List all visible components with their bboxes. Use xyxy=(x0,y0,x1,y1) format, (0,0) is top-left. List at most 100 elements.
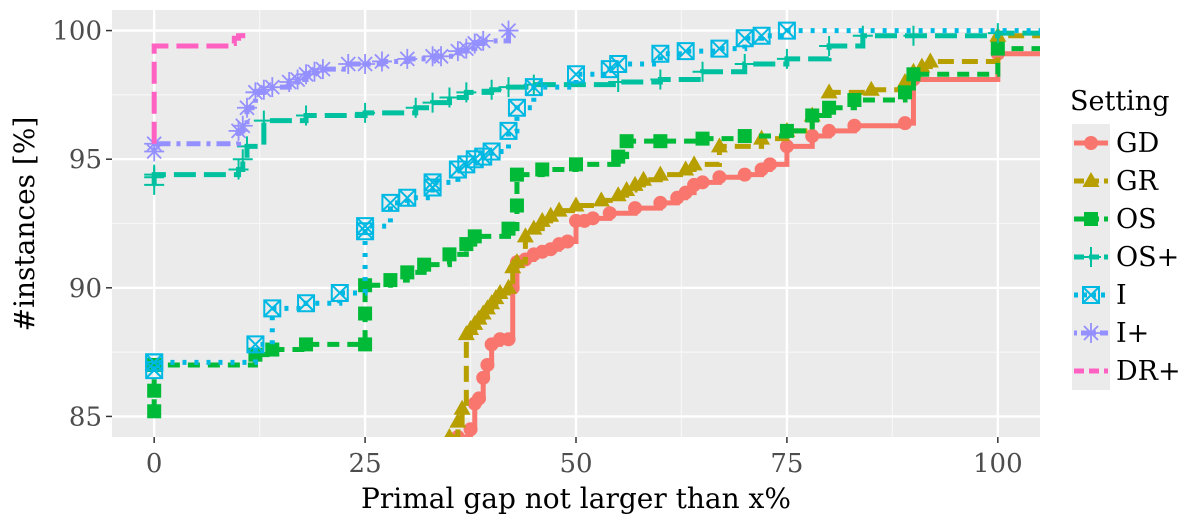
data-point-i-plus xyxy=(279,72,300,93)
data-point-i xyxy=(482,142,501,161)
data-point-os xyxy=(990,41,1005,56)
data-point-os-plus xyxy=(422,92,443,113)
data-point-os xyxy=(147,383,162,398)
data-point-gr xyxy=(533,211,551,227)
data-point-gd xyxy=(560,234,575,249)
data-point-gd xyxy=(898,116,913,131)
data-point-gr xyxy=(453,399,471,415)
x-tick-label: 25 xyxy=(349,449,382,479)
data-point-os-plus xyxy=(232,149,253,170)
data-point-os-plus xyxy=(228,159,249,180)
data-point-gd xyxy=(501,332,516,347)
data-point-gr xyxy=(508,253,526,269)
data-point-gr xyxy=(677,160,695,176)
legend-item-gd: GD xyxy=(1072,124,1159,162)
data-point-os xyxy=(779,123,794,138)
data-point-gr xyxy=(525,219,543,235)
data-point-i xyxy=(567,65,585,84)
data-point-os-plus xyxy=(776,48,797,69)
data-point-i-plus xyxy=(304,61,325,82)
data-point-i-plus xyxy=(473,30,494,51)
data-point-os xyxy=(417,257,432,272)
y-axis-ticks: 85 90 95 100 xyxy=(52,17,112,432)
data-point-os-plus xyxy=(439,87,460,108)
data-point-gd xyxy=(480,357,495,372)
y-tick-label: 100 xyxy=(52,17,102,47)
data-point-i xyxy=(735,29,754,48)
series-line-os xyxy=(151,46,1040,412)
legend: GD GR OS OS+ I I+ DR+ xyxy=(1072,124,1181,390)
data-point-os xyxy=(509,167,524,182)
data-point-gd xyxy=(779,139,794,154)
legend-key-marker xyxy=(1084,136,1098,150)
data-point-os-plus xyxy=(253,110,274,131)
data-point-i-plus xyxy=(236,97,257,118)
data-point-gr xyxy=(500,278,518,294)
legend-item-gr: GR xyxy=(1072,162,1159,200)
data-point-i-plus xyxy=(287,69,308,90)
legend-key-marker xyxy=(1081,323,1101,343)
data-point-os-plus xyxy=(481,79,502,100)
data-point-os xyxy=(442,247,457,262)
data-point-gd xyxy=(653,195,668,210)
legend-label: GD xyxy=(1116,128,1159,159)
data-point-os-plus xyxy=(692,61,713,82)
data-point-i xyxy=(263,299,282,318)
data-point-i xyxy=(145,353,164,372)
data-point-gr xyxy=(685,155,703,171)
data-point-i xyxy=(398,188,417,207)
data-point-i-plus xyxy=(456,38,477,59)
series-os-plus xyxy=(144,23,1040,195)
data-point-gr xyxy=(449,412,467,428)
data-point-i xyxy=(609,55,628,74)
legend-item-i: I xyxy=(1072,276,1127,314)
legend-key-marker xyxy=(1084,212,1098,226)
data-point-gr xyxy=(651,165,669,181)
data-point-gr xyxy=(896,73,914,89)
data-point-os xyxy=(653,134,668,149)
data-point-gr xyxy=(862,80,880,96)
x-tick-label: 0 xyxy=(146,449,163,479)
data-point-os xyxy=(358,306,373,321)
data-point-i xyxy=(330,283,349,302)
data-point-i-plus xyxy=(312,59,333,80)
data-point-gd xyxy=(602,206,617,221)
y-axis-title: #instances [%] xyxy=(8,117,41,332)
data-point-os-plus xyxy=(456,82,477,103)
series-layer xyxy=(144,20,1040,437)
data-point-i-plus xyxy=(253,79,274,100)
data-point-i xyxy=(676,42,695,61)
legend-key-marker xyxy=(1081,247,1101,267)
data-point-gr xyxy=(592,191,610,207)
data-point-i-plus xyxy=(498,20,519,41)
data-point-os-plus xyxy=(405,97,426,118)
data-point-os-plus xyxy=(903,25,924,46)
data-point-os-plus xyxy=(987,23,1008,44)
legend-label: OS xyxy=(1116,204,1157,235)
data-point-os xyxy=(358,278,373,293)
x-tick-label: 50 xyxy=(559,449,592,479)
data-point-i xyxy=(423,173,442,192)
data-point-gd xyxy=(763,157,778,172)
data-point-i xyxy=(710,39,729,58)
data-point-os-plus xyxy=(650,69,671,90)
data-point-i xyxy=(499,121,518,140)
legend-label: I xyxy=(1116,280,1127,311)
legend-item-os-plus: OS+ xyxy=(1072,238,1179,276)
data-point-os xyxy=(805,108,820,123)
data-point-gr xyxy=(542,206,560,222)
data-point-os xyxy=(906,67,921,82)
data-point-os xyxy=(535,162,550,177)
series-i-plus xyxy=(144,20,519,162)
data-point-os-plus xyxy=(144,164,165,185)
data-point-i-plus xyxy=(431,46,452,67)
legend-item-dr-plus: DR+ xyxy=(1072,352,1181,390)
data-point-i xyxy=(752,26,771,45)
data-point-i xyxy=(356,217,375,236)
data-point-gr xyxy=(921,52,939,68)
data-point-i xyxy=(777,21,796,40)
y-tick-label: 85 xyxy=(69,402,102,432)
data-point-os xyxy=(248,347,263,362)
data-point-gd xyxy=(737,167,752,182)
legend-label: I+ xyxy=(1116,318,1149,349)
